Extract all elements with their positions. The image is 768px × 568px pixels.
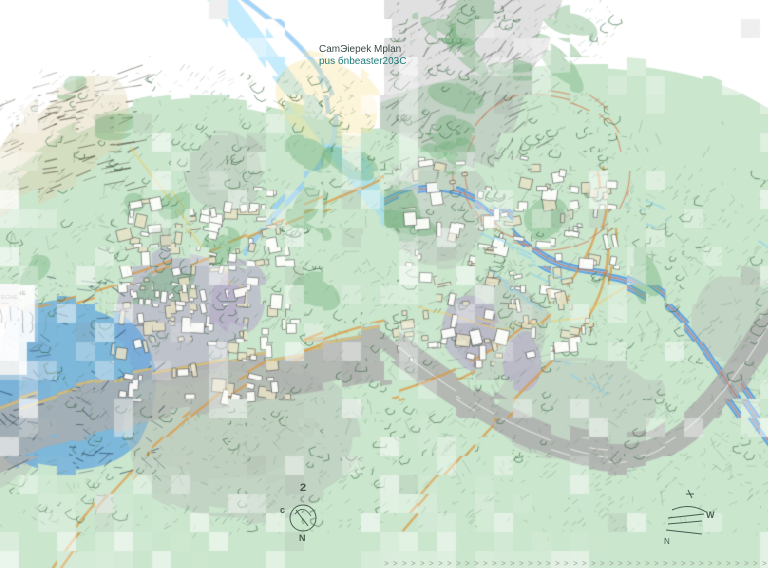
svg-text:2: 2	[300, 482, 306, 494]
svg-text:N: N	[664, 537, 670, 546]
svg-text:c: c	[280, 505, 285, 515]
svg-text:W: W	[706, 510, 715, 520]
svg-text:N: N	[299, 533, 306, 543]
